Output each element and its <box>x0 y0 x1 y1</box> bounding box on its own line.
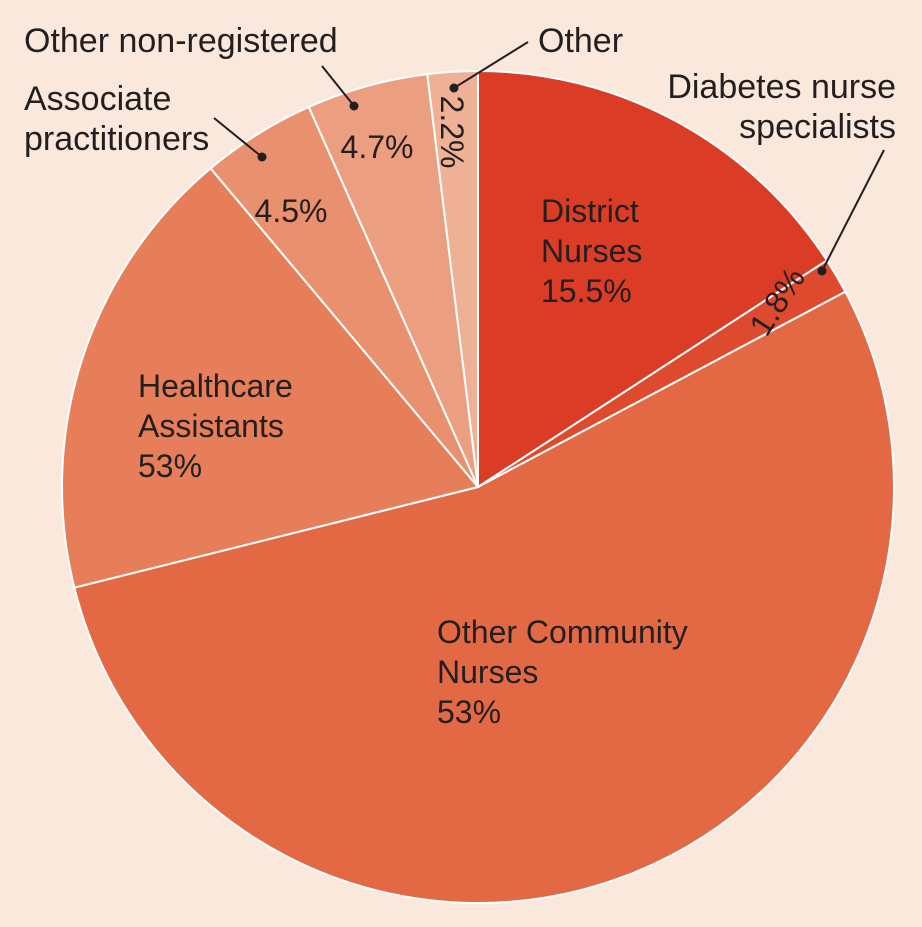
slice-label-associate: Associate practitioners <box>24 80 209 158</box>
leader-line-other <box>453 41 529 89</box>
pie-slice-other <box>426 69 479 488</box>
slice-label-district: District Nurses 15.5% <box>541 193 642 309</box>
pie-slice-district <box>477 69 829 489</box>
leader-line-other-nonreg <box>321 65 355 107</box>
leader-dot-other-nonreg <box>349 101 359 111</box>
slice-value-other: 2.2% <box>434 96 470 169</box>
pie-slices <box>61 69 895 904</box>
slice-value-other-nonreg: 4.7% <box>341 129 414 165</box>
slice-value-associate: 4.5% <box>255 193 328 229</box>
pie-slice-other-community <box>73 290 895 904</box>
pie-slice-healthcare <box>61 166 480 589</box>
leader-dot-other <box>449 83 459 93</box>
slice-label-diabetes: Diabetes nurse specialists <box>667 68 896 146</box>
slice-label-other: Other <box>538 22 623 60</box>
pie-labels: District Nurses 15.5% Diabetes nurse special… <box>24 22 896 730</box>
slice-label-other-nonreg: Other non-registered <box>24 22 338 60</box>
slice-label-other-community: Other Community Nurses 53% <box>437 614 688 730</box>
slice-label-healthcare: Healthcare Assistants 53% <box>138 368 293 484</box>
leader-dot-associate <box>257 152 267 162</box>
leader-dot-diabetes <box>817 266 827 276</box>
leader-line-diabetes <box>821 149 885 272</box>
leader-line-associate <box>213 117 263 158</box>
